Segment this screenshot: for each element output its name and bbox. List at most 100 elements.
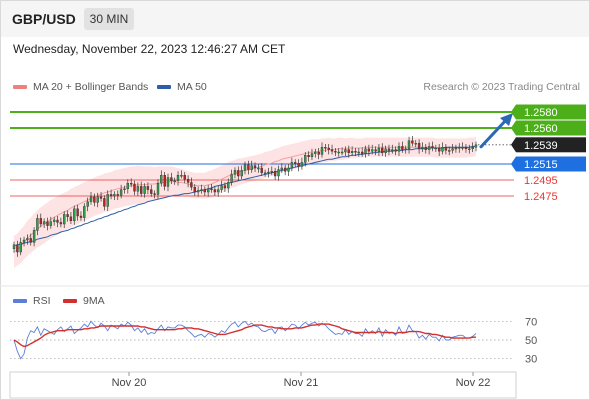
candle-body <box>401 146 404 150</box>
candle-body <box>367 148 371 152</box>
ma9-legend-label: 9MA <box>83 295 105 307</box>
candle-body <box>143 186 146 194</box>
candle-body <box>126 182 130 189</box>
candle-body <box>183 174 186 180</box>
candle-body <box>19 242 22 253</box>
candle-body <box>133 183 136 192</box>
legend-rsi: RSI <box>13 295 51 307</box>
candle-body <box>66 214 69 217</box>
legend-ma50: MA 50 <box>157 81 207 93</box>
candle-body <box>451 148 454 151</box>
candle-body <box>327 147 330 150</box>
candle-body <box>76 208 79 217</box>
candle-body <box>404 148 407 151</box>
price-label-resistance: 1.2560 <box>524 123 558 135</box>
legend-bollinger: MA 20 + Bollinger Bands <box>13 81 148 93</box>
candle-body <box>206 188 210 193</box>
candle-body <box>260 167 263 174</box>
candle-body <box>216 189 220 193</box>
candle-body <box>270 170 273 173</box>
rsi-swatch <box>13 299 27 304</box>
candle-body <box>324 146 327 149</box>
candle-body <box>46 221 49 226</box>
candle-body <box>468 148 471 151</box>
candle-body <box>277 169 280 177</box>
time-axis-box <box>9 371 517 399</box>
candle-body <box>361 151 364 154</box>
candle-body <box>196 190 200 193</box>
candle-body <box>411 140 414 144</box>
datetime-label: Wednesday, November 22, 2023 12:46:27 AM… <box>13 42 286 56</box>
candle-body <box>417 142 421 149</box>
candle-body <box>454 147 458 150</box>
candle-body <box>89 196 93 202</box>
price-label-pivot: 1.2515 <box>524 159 558 171</box>
candle-body <box>464 146 468 149</box>
price-label-support: 1.2475 <box>524 191 558 203</box>
candle-body <box>186 178 190 183</box>
candle-body <box>153 193 156 195</box>
candle-body <box>106 194 109 207</box>
candle-body <box>79 215 83 218</box>
candle-body <box>63 214 66 225</box>
candle-body <box>317 151 320 155</box>
forecast-arrow-head <box>500 113 513 126</box>
candle-body <box>243 164 247 171</box>
candle-body <box>330 149 334 152</box>
price-label-resistance: 1.2580 <box>524 107 558 119</box>
candle-body <box>22 239 26 243</box>
candle-body <box>173 180 176 183</box>
bands-swatch <box>13 85 27 90</box>
price-tag-bg-pivot <box>516 156 586 172</box>
candle-body <box>441 146 444 152</box>
candle-body <box>96 196 99 203</box>
timeframe-badge[interactable]: 30 MIN <box>84 8 134 30</box>
candle-body <box>267 171 270 174</box>
rsi-legend-label: RSI <box>33 295 51 307</box>
ma9-line <box>13 323 476 348</box>
candle-body <box>213 189 217 193</box>
candle-body <box>297 162 300 167</box>
candle-body <box>83 206 86 218</box>
time-tick-label: Nov 21 <box>284 377 319 389</box>
candle-body <box>59 222 63 225</box>
candle-body <box>414 142 417 145</box>
candle-body <box>474 144 478 148</box>
candle-body <box>364 148 367 154</box>
candle-body <box>237 170 240 177</box>
candle-body <box>99 196 103 199</box>
candle-body <box>227 182 230 189</box>
time-tick-label: Nov 20 <box>112 377 147 389</box>
candle-body <box>357 151 360 154</box>
candle-body <box>116 194 120 196</box>
candle-body <box>160 174 163 184</box>
candle-body <box>36 218 39 231</box>
candle-body <box>253 165 257 169</box>
candle-body <box>32 230 36 243</box>
bands-legend-label: MA 20 + Bollinger Bands <box>33 81 149 93</box>
candle-body <box>49 221 52 226</box>
candle-body <box>250 165 253 170</box>
candle-body <box>344 149 347 153</box>
candle-body <box>391 149 394 151</box>
candle-body <box>220 185 223 190</box>
price-label-support: 1.2495 <box>524 175 558 187</box>
candle-body <box>176 174 180 181</box>
candle-body <box>190 182 193 188</box>
candle-body <box>129 182 133 185</box>
price-tag-bg-resistance <box>516 120 586 136</box>
candle-body <box>12 244 16 250</box>
bollinger-band-area <box>14 136 476 268</box>
candle-body <box>310 153 314 158</box>
forecast-arrow-shaft <box>479 117 509 149</box>
price-tag-notch <box>511 104 516 120</box>
candle-body <box>397 146 401 152</box>
candle-body <box>39 218 42 225</box>
candle-body <box>284 167 287 172</box>
rsi-tick-label: 30 <box>525 354 537 366</box>
ma50-legend-label: MA 50 <box>177 81 207 93</box>
price-tag-notch <box>511 156 516 172</box>
candle-body <box>434 147 437 150</box>
candle-body <box>448 150 451 152</box>
